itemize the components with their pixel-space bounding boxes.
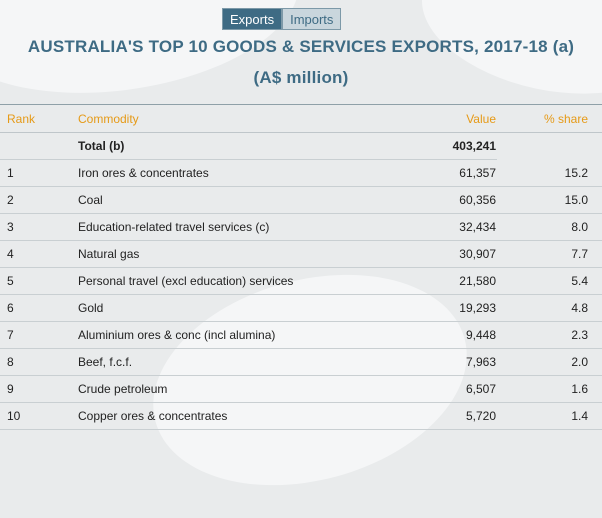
share-cell: 7.7: [497, 240, 602, 268]
total-value: 403,241: [415, 132, 497, 160]
share-cell: 15.0: [497, 186, 602, 214]
table-row: 3 Education-related travel services (c) 32…: [0, 213, 602, 241]
rank-cell: 8: [0, 348, 72, 376]
table-row: 2 Coal 60,356 15.0: [0, 186, 602, 214]
rank-cell: 5: [0, 267, 72, 295]
tab-bar: Exports Imports: [222, 8, 342, 30]
page-subtitle: (A$ million): [253, 68, 349, 87]
value-cell: 60,356: [415, 186, 497, 214]
commodity-cell: Coal: [72, 186, 415, 214]
commodity-cell: Iron ores & concentrates: [72, 159, 415, 187]
value-cell: 32,434: [415, 213, 497, 241]
table-row: 6 Gold 19,293 4.8: [0, 294, 602, 322]
commodity-cell: Natural gas: [72, 240, 415, 268]
value-cell: 61,357: [415, 159, 497, 187]
value-cell: 30,907: [415, 240, 497, 268]
commodity-cell: Aluminium ores & conc (incl alumina): [72, 321, 415, 349]
share-cell: 5.4: [497, 267, 602, 295]
tab-imports[interactable]: Imports: [282, 8, 342, 30]
share-cell: 4.8: [497, 294, 602, 322]
rank-cell: 10: [0, 402, 72, 430]
value-cell: 6,507: [415, 375, 497, 403]
table-row: 8 Beef, f.c.f. 7,963 2.0: [0, 348, 602, 376]
tab-exports[interactable]: Exports: [222, 8, 283, 30]
rank-cell: 6: [0, 294, 72, 322]
share-cell: 1.4: [497, 402, 602, 430]
table-row: 10 Copper ores & concentrates 5,720 1.4: [0, 402, 602, 430]
header-rank: Rank: [0, 104, 72, 133]
share-cell: 15.2: [497, 159, 602, 187]
table-header-row: Rank Commodity Value % share: [0, 104, 602, 133]
total-rank-cell: [0, 132, 72, 160]
page-title: AUSTRALIA'S TOP 10 GOODS & SERVICES EXPO…: [27, 37, 575, 56]
table-row: 4 Natural gas 30,907 7.7: [0, 240, 602, 268]
rank-cell: 2: [0, 186, 72, 214]
value-cell: 19,293: [415, 294, 497, 322]
header-value: Value: [415, 104, 497, 133]
table-row: 1 Iron ores & concentrates 61,357 15.2: [0, 159, 602, 187]
commodity-cell: Personal travel (excl education) service…: [72, 267, 415, 295]
share-cell: 2.0: [497, 348, 602, 376]
share-cell: 1.6: [497, 375, 602, 403]
share-cell: 8.0: [497, 213, 602, 241]
table-row: 5 Personal travel (excl education) servic…: [0, 267, 602, 295]
exports-table: Rank Commodity Value % share Total (b) 4…: [0, 104, 602, 430]
total-row: Total (b) 403,241: [0, 132, 602, 160]
total-label: Total (b): [72, 132, 415, 160]
rank-cell: 1: [0, 159, 72, 187]
value-cell: 7,963: [415, 348, 497, 376]
total-share-cell: [497, 133, 602, 160]
commodity-cell: Education-related travel services (c): [72, 213, 415, 241]
rank-cell: 3: [0, 213, 72, 241]
commodity-cell: Crude petroleum: [72, 375, 415, 403]
commodity-cell: Copper ores & concentrates: [72, 402, 415, 430]
share-cell: 2.3: [497, 321, 602, 349]
header-commodity: Commodity: [72, 104, 415, 133]
background-shape: [408, 0, 602, 116]
rank-cell: 7: [0, 321, 72, 349]
table-row: 9 Crude petroleum 6,507 1.6: [0, 375, 602, 403]
table-row: 7 Aluminium ores & conc (incl alumina) 9,4…: [0, 321, 602, 349]
value-cell: 9,448: [415, 321, 497, 349]
value-cell: 5,720: [415, 402, 497, 430]
header-share: % share: [497, 104, 602, 133]
rank-cell: 4: [0, 240, 72, 268]
commodity-cell: Beef, f.c.f.: [72, 348, 415, 376]
value-cell: 21,580: [415, 267, 497, 295]
rank-cell: 9: [0, 375, 72, 403]
commodity-cell: Gold: [72, 294, 415, 322]
